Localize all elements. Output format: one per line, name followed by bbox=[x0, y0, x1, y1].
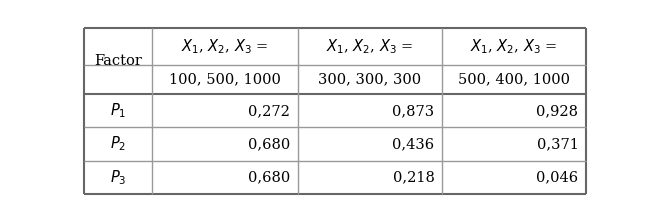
Text: 0,371: 0,371 bbox=[536, 137, 578, 151]
Text: $\mathit{X}_1$, $\mathit{X}_2$, $\mathit{X}_3$ =: $\mathit{X}_1$, $\mathit{X}_2$, $\mathit… bbox=[326, 37, 413, 56]
Text: $\mathit{P}_1$: $\mathit{P}_1$ bbox=[110, 101, 126, 120]
Text: Factor: Factor bbox=[94, 54, 142, 68]
Text: 0,046: 0,046 bbox=[536, 170, 578, 184]
Text: 100, 500, 1000: 100, 500, 1000 bbox=[169, 73, 281, 87]
Text: $\mathit{X}_1$, $\mathit{X}_2$, $\mathit{X}_3$ =: $\mathit{X}_1$, $\mathit{X}_2$, $\mathit… bbox=[470, 37, 558, 56]
Text: 0,272: 0,272 bbox=[248, 104, 290, 118]
Text: $\mathit{P}_2$: $\mathit{P}_2$ bbox=[110, 135, 126, 154]
Text: 0,218: 0,218 bbox=[392, 170, 434, 184]
Text: 0,873: 0,873 bbox=[392, 104, 434, 118]
Text: 300, 300, 300: 300, 300, 300 bbox=[318, 73, 421, 87]
Text: 0,680: 0,680 bbox=[248, 137, 290, 151]
Text: $\mathit{P}_3$: $\mathit{P}_3$ bbox=[110, 168, 126, 187]
Text: $\mathit{X}_1$, $\mathit{X}_2$, $\mathit{X}_3$ =: $\mathit{X}_1$, $\mathit{X}_2$, $\mathit… bbox=[181, 37, 269, 56]
Text: 0,436: 0,436 bbox=[392, 137, 434, 151]
Text: 500, 400, 1000: 500, 400, 1000 bbox=[458, 73, 570, 87]
Text: 0,928: 0,928 bbox=[536, 104, 578, 118]
Text: 0,680: 0,680 bbox=[248, 170, 290, 184]
